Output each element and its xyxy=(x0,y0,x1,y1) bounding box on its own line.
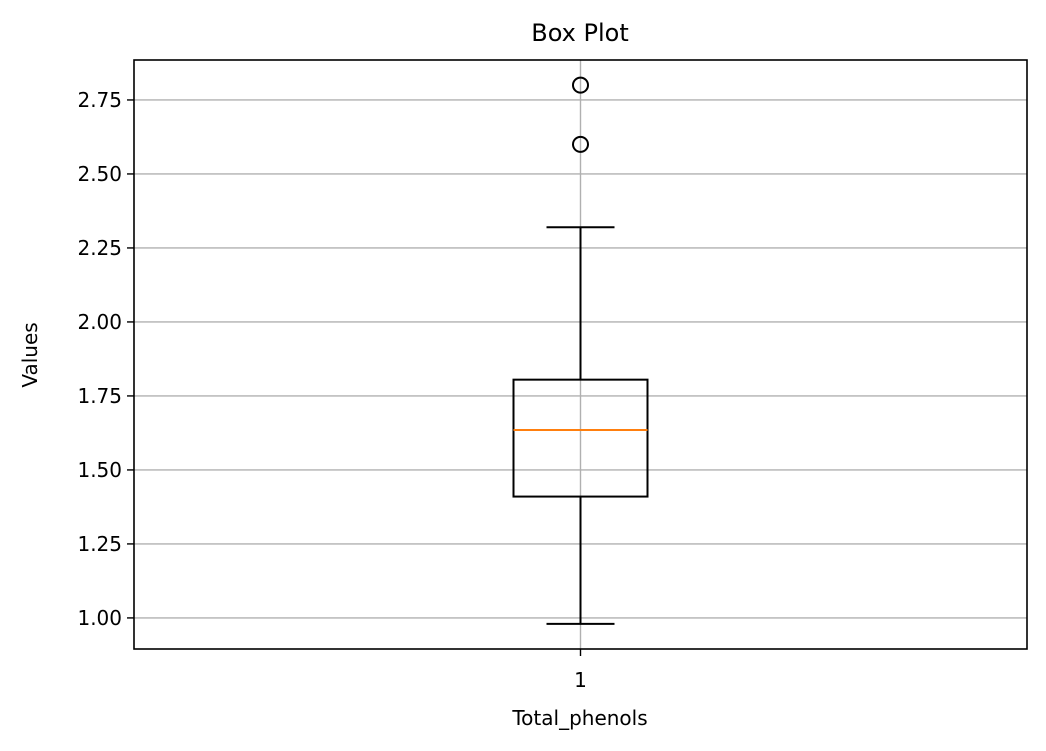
y-tick-label: 1.25 xyxy=(77,532,122,556)
y-tick-label: 1.00 xyxy=(77,606,122,630)
y-tick-label: 2.00 xyxy=(77,310,122,334)
chart-title: Box Plot xyxy=(531,19,628,47)
x-axis-label: Total_phenols xyxy=(511,706,647,730)
plot-frame xyxy=(133,59,1028,650)
y-tick-label: 2.75 xyxy=(77,88,122,112)
x-tick-label: 1 xyxy=(574,668,587,692)
outlier-point xyxy=(572,135,589,153)
y-tick-label: 1.75 xyxy=(77,384,122,408)
y-axis-label: Values xyxy=(18,322,42,387)
data-layer xyxy=(512,76,649,625)
iqr-box xyxy=(512,378,649,498)
axis-layer: 1.00 1.25 1.50 1.75 2.00 2.25 2.50 2.75 1 xyxy=(77,59,1028,692)
y-tick-label: 1.50 xyxy=(77,458,122,482)
box-group xyxy=(512,76,649,625)
outlier-point xyxy=(572,76,589,94)
y-tick-label: 2.25 xyxy=(77,236,122,260)
y-tick-label: 2.50 xyxy=(77,162,122,186)
